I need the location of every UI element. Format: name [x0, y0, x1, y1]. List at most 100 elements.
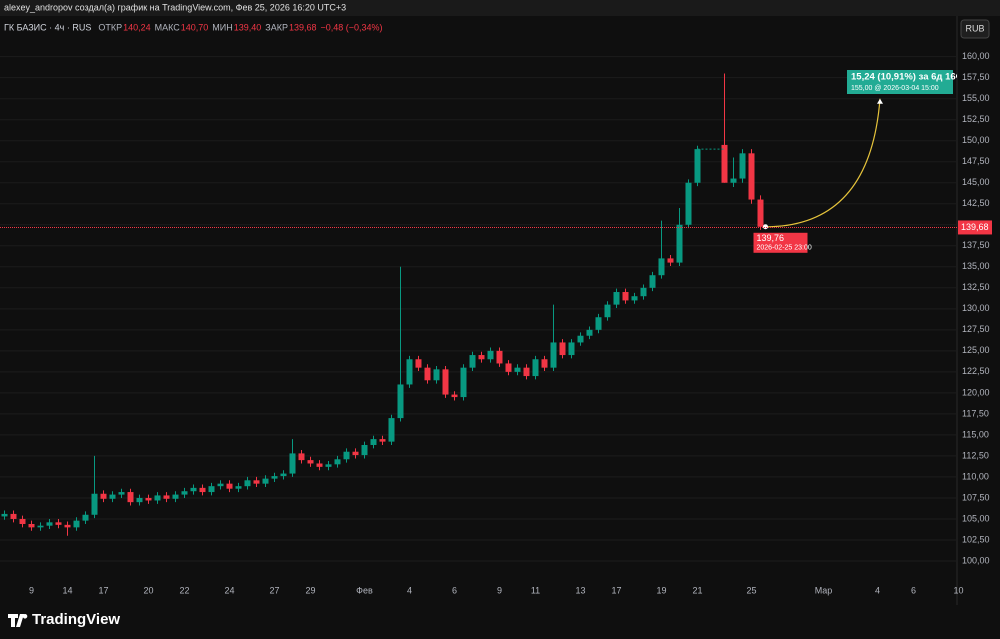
candle-body	[64, 524, 71, 528]
y-tick-label: 112,50	[962, 450, 989, 460]
candle-body	[388, 418, 395, 442]
x-tick-label: 24	[224, 585, 234, 595]
candle-body	[316, 463, 323, 467]
x-tick-label: 29	[305, 585, 315, 595]
y-tick-label: 160,00	[962, 51, 990, 61]
candle-body	[172, 494, 179, 499]
candle-body	[640, 287, 647, 297]
candle-body	[424, 367, 431, 381]
candle-body	[433, 369, 440, 381]
candle-body	[694, 149, 701, 183]
candle-body	[397, 384, 404, 419]
legend-item: ЗАКР	[265, 22, 288, 32]
candle-body	[181, 491, 188, 495]
candle-body	[10, 513, 17, 519]
candle-body	[19, 518, 26, 525]
last-point-time: 2026-02-25 23:00	[757, 245, 812, 252]
legend: ГК БАЗИС · 4ч · RUS ОТКР 140,24 МАКС 140,70 М…	[4, 22, 383, 32]
candle-body	[739, 153, 746, 179]
last-point-price: 139,76	[757, 233, 785, 243]
y-tick-label: 142,50	[962, 198, 990, 208]
projection-target: 155,00 @ 2026-03-04 15:00	[851, 85, 939, 92]
candle-body	[622, 292, 629, 301]
y-tick-label: 110,00	[962, 471, 989, 481]
candle-body	[1, 513, 8, 517]
y-tick-label: 150,00	[962, 135, 990, 145]
x-tick-label: 22	[179, 585, 189, 595]
currency[interactable]: RUB	[965, 23, 984, 33]
y-tick-label: 105,00	[962, 513, 990, 523]
x-tick-label: 19	[656, 585, 666, 595]
y-tick-label: 135,00	[962, 261, 990, 271]
x-tick-label: 10	[953, 585, 963, 595]
candle-body	[451, 394, 458, 398]
candle-body	[559, 342, 566, 356]
candle-body	[280, 473, 287, 477]
last-point-box	[753, 232, 808, 253]
candle-body	[523, 367, 530, 377]
candle-body	[262, 478, 269, 484]
y-tick-label: 155,00	[962, 93, 990, 103]
legend-item: МАКС	[155, 22, 181, 32]
y-tick-label: 107,50	[962, 492, 990, 502]
candle-body	[460, 367, 467, 398]
legend-item: 139,68	[289, 22, 317, 32]
header-text: alexey_andropov создал(а) график на Trad…	[4, 2, 346, 12]
candle-body	[334, 459, 341, 465]
last-price-label: 139,68	[961, 222, 989, 232]
brand: TradingView	[32, 611, 120, 628]
candle-body	[757, 199, 764, 227]
legend-item: 139,40	[234, 22, 262, 32]
candle-body	[676, 224, 683, 263]
legend-item: МИН	[212, 22, 232, 32]
y-tick-label: 122,50	[962, 366, 990, 376]
candle-body	[541, 359, 548, 368]
legend-item: −0,48 (−0,34%)	[321, 22, 383, 32]
x-tick-label: 9	[29, 585, 34, 595]
candle-body	[532, 359, 539, 377]
x-tick-label: 17	[611, 585, 621, 595]
y-tick-label: 152,50	[962, 114, 990, 124]
y-tick-label: 127,50	[962, 324, 990, 334]
candle-body	[442, 369, 449, 395]
projection-curve	[765, 98, 881, 228]
candle-body	[82, 514, 89, 521]
x-tick-label: 14	[62, 585, 72, 595]
candle-body	[721, 144, 728, 183]
candle-body	[91, 493, 98, 515]
candle-body	[613, 292, 620, 305]
candle-body	[514, 367, 521, 372]
x-tick-label: 17	[98, 585, 108, 595]
candle-body	[28, 524, 35, 528]
header-bar	[0, 0, 1000, 16]
candle-body	[46, 522, 53, 526]
x-tick-label: 21	[692, 585, 702, 595]
candle-body	[586, 329, 593, 336]
candle-body	[604, 304, 611, 318]
x-tick-label: 9	[497, 585, 502, 595]
last-point	[763, 224, 768, 230]
candle-body	[550, 342, 557, 368]
candle-body	[748, 153, 755, 200]
candle-body	[469, 355, 476, 368]
candle-body	[487, 350, 494, 360]
y-tick-label: 120,00	[962, 387, 990, 397]
candle-body	[235, 486, 242, 489]
candle-body	[667, 258, 674, 263]
candle-body	[730, 178, 737, 183]
candle-body	[496, 350, 503, 364]
currency-button[interactable]	[960, 19, 990, 39]
candle-body	[190, 487, 197, 492]
x-tick-label: 20	[143, 585, 153, 595]
x-tick-label: Фев	[356, 585, 373, 595]
candle-body	[649, 275, 656, 288]
candle-body	[577, 335, 584, 343]
candle-body	[226, 483, 233, 489]
x-tick-label: 6	[452, 585, 457, 595]
candle-body	[145, 497, 152, 501]
y-tick-label: 117,50	[962, 408, 989, 418]
y-tick-label: 132,50	[962, 282, 990, 292]
y-tick-label: 145,00	[962, 177, 990, 187]
